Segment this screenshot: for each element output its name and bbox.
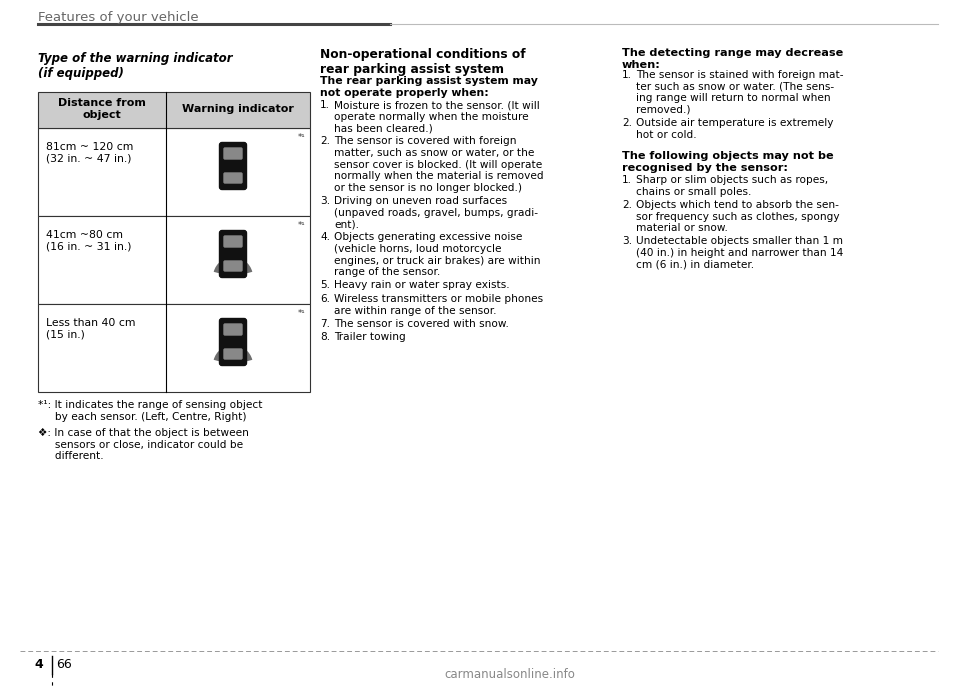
Text: The sensor is covered with snow.: The sensor is covered with snow.: [334, 319, 509, 329]
Text: 2.: 2.: [622, 200, 632, 210]
Text: 3.: 3.: [320, 196, 330, 206]
FancyBboxPatch shape: [224, 349, 242, 359]
Text: 7.: 7.: [320, 319, 330, 329]
FancyBboxPatch shape: [220, 231, 247, 278]
Text: Heavy rain or water spray exists.: Heavy rain or water spray exists.: [334, 280, 510, 291]
Bar: [221, 150, 226, 159]
Bar: [38, 304, 310, 392]
Bar: [221, 238, 226, 247]
Wedge shape: [222, 177, 244, 189]
Text: 1.: 1.: [320, 100, 330, 110]
Text: 2.: 2.: [320, 136, 330, 147]
FancyBboxPatch shape: [224, 148, 242, 159]
Text: The sensor is stained with foreign mat-
ter such as snow or water. (The sens-
in: The sensor is stained with foreign mat- …: [636, 70, 844, 115]
Text: 5.: 5.: [320, 280, 330, 291]
Text: The following objects may not be
recognised by the sensor:: The following objects may not be recogni…: [622, 151, 833, 173]
FancyBboxPatch shape: [224, 261, 242, 271]
Bar: [221, 350, 226, 359]
Text: Undetectable objects smaller than 1 m
(40 in.) in height and narrower than 14
cm: Undetectable objects smaller than 1 m (4…: [636, 236, 843, 269]
Text: 41cm ~80 cm
(16 in. ~ 31 in.): 41cm ~80 cm (16 in. ~ 31 in.): [46, 230, 132, 251]
Text: 8.: 8.: [320, 333, 330, 342]
Text: Wireless transmitters or mobile phones
are within range of the sensor.: Wireless transmitters or mobile phones a…: [334, 294, 543, 316]
Text: 2.: 2.: [622, 118, 632, 128]
Bar: [241, 174, 246, 183]
FancyBboxPatch shape: [220, 318, 247, 365]
Bar: [221, 174, 226, 183]
Bar: [38, 92, 310, 128]
Text: Objects generating excessive noise
(vehicle horns, loud motorcycle
engines, or t: Objects generating excessive noise (vehi…: [334, 232, 540, 277]
Text: 6.: 6.: [320, 294, 330, 304]
Text: Driving on uneven road surfaces
(unpaved roads, gravel, bumps, gradi-
ent).: Driving on uneven road surfaces (unpaved…: [334, 196, 538, 229]
Text: Warning indicator: Warning indicator: [182, 104, 294, 114]
Text: 4: 4: [34, 658, 43, 671]
Text: *¹: It indicates the range of sensing object
     by each sensor. (Left, Centre,: *¹: It indicates the range of sensing ob…: [38, 400, 262, 422]
Text: Trailer towing: Trailer towing: [334, 333, 406, 342]
Text: 1.: 1.: [622, 70, 632, 80]
Text: Sharp or slim objects such as ropes,
chains or small poles.: Sharp or slim objects such as ropes, cha…: [636, 175, 828, 196]
Text: *¹: *¹: [298, 309, 305, 318]
Text: Moisture is frozen to the sensor. (It will
operate normally when the moisture
ha: Moisture is frozen to the sensor. (It wi…: [334, 100, 540, 133]
Text: 4.: 4.: [320, 232, 330, 243]
Bar: [221, 262, 226, 271]
Text: *¹: *¹: [298, 133, 305, 142]
FancyBboxPatch shape: [220, 143, 247, 189]
Wedge shape: [214, 345, 252, 365]
Text: Distance from
object: Distance from object: [58, 98, 146, 120]
Wedge shape: [214, 257, 252, 277]
Text: Type of the warning indicator
(if equipped): Type of the warning indicator (if equipp…: [38, 52, 232, 80]
Bar: [241, 150, 246, 159]
Text: Objects which tend to absorb the sen-
sor frequency such as clothes, spongy
mate: Objects which tend to absorb the sen- so…: [636, 200, 840, 233]
Text: The detecting range may decrease
when:: The detecting range may decrease when:: [622, 48, 843, 70]
Text: carmanualsonline.info: carmanualsonline.info: [444, 668, 575, 681]
Text: The sensor is covered with foreign
matter, such as snow or water, or the
sensor : The sensor is covered with foreign matte…: [334, 136, 543, 193]
Bar: [241, 262, 246, 271]
Text: Outside air temperature is extremely
hot or cold.: Outside air temperature is extremely hot…: [636, 118, 833, 140]
Text: Features of your vehicle: Features of your vehicle: [38, 11, 199, 24]
Text: The rear parking assist system may
not operate properly when:: The rear parking assist system may not o…: [320, 76, 538, 98]
Bar: [241, 238, 246, 247]
Text: 66: 66: [56, 658, 72, 671]
Text: *¹: *¹: [298, 221, 305, 230]
Text: Non-operational conditions of
rear parking assist system: Non-operational conditions of rear parki…: [320, 48, 526, 76]
FancyBboxPatch shape: [224, 236, 242, 247]
FancyBboxPatch shape: [224, 324, 242, 335]
FancyBboxPatch shape: [224, 173, 242, 183]
Text: 1.: 1.: [622, 175, 632, 185]
Bar: [38, 216, 310, 304]
Bar: [241, 350, 246, 359]
Text: 3.: 3.: [622, 236, 632, 247]
Bar: [221, 326, 226, 335]
Bar: [241, 326, 246, 335]
Bar: [38, 128, 310, 216]
Text: Less than 40 cm
(15 in.): Less than 40 cm (15 in.): [46, 318, 135, 340]
Text: 81cm ~ 120 cm
(32 in. ~ 47 in.): 81cm ~ 120 cm (32 in. ~ 47 in.): [46, 142, 133, 163]
Text: ❖: In case of that the object is between
     sensors or close, indicator could : ❖: In case of that the object is between…: [38, 428, 249, 461]
